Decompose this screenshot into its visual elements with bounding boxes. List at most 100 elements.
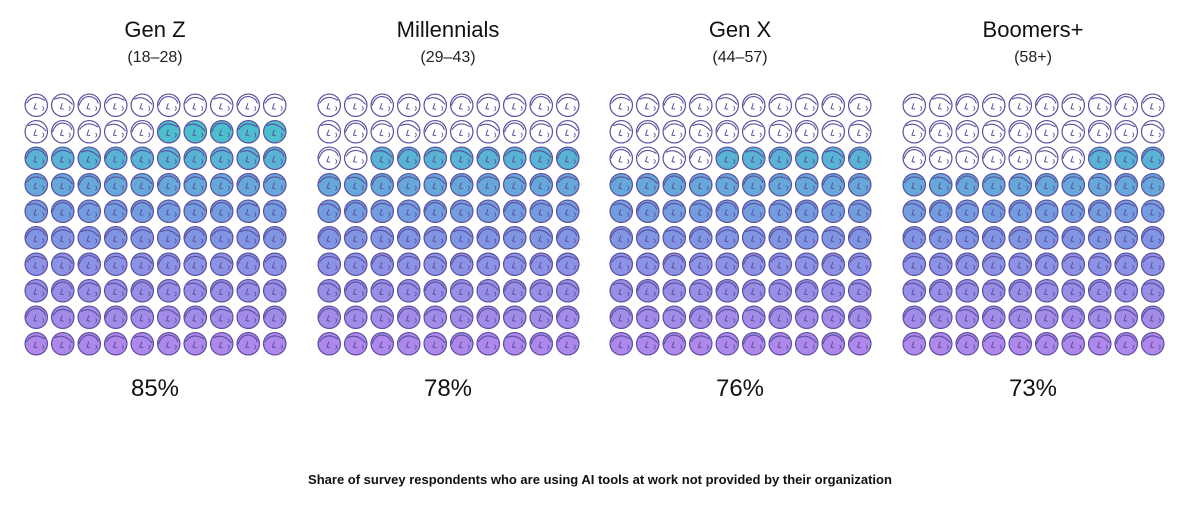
person-icon-empty [661, 93, 686, 118]
person-icon-filled [449, 225, 474, 250]
person-icon-filled [502, 199, 527, 224]
generation-panel: Millennials (29–43) 78% [313, 14, 583, 403]
person-icon-filled [369, 199, 394, 224]
person-icon-filled [928, 225, 953, 250]
person-icon-filled [129, 225, 154, 250]
person-icon-filled [1087, 331, 1112, 356]
person-icon-filled [981, 225, 1006, 250]
person-icon-empty [1087, 93, 1112, 118]
person-icon-filled [235, 305, 260, 330]
person-icon-filled [156, 278, 181, 303]
person-icon-filled [794, 199, 819, 224]
pictogram-grid [901, 93, 1165, 356]
person-icon-filled [369, 305, 394, 330]
person-icon-filled [741, 252, 766, 277]
person-icon-empty [343, 119, 368, 144]
person-icon-filled [23, 172, 48, 197]
person-icon-empty [343, 146, 368, 171]
person-icon-empty [981, 119, 1006, 144]
person-icon-filled [928, 305, 953, 330]
person-icon-filled [528, 146, 553, 171]
person-icon-filled [901, 172, 926, 197]
person-icon-filled [1113, 331, 1138, 356]
person-icon-filled [182, 305, 207, 330]
person-icon-filled [608, 225, 633, 250]
person-icon-filled [316, 172, 341, 197]
person-icon-empty [1007, 93, 1032, 118]
person-icon-filled [422, 225, 447, 250]
person-icon-filled [794, 225, 819, 250]
person-icon-empty [954, 93, 979, 118]
person-icon-empty [475, 119, 500, 144]
person-icon-empty [820, 119, 845, 144]
person-icon-filled [316, 305, 341, 330]
person-icon-filled [1060, 278, 1085, 303]
person-icon-filled [103, 278, 128, 303]
person-icon-filled [1007, 225, 1032, 250]
person-icon-filled [661, 199, 686, 224]
person-icon-filled [714, 172, 739, 197]
person-icon-filled [767, 225, 792, 250]
person-icon-empty [129, 119, 154, 144]
person-icon-filled [901, 252, 926, 277]
person-icon-filled [156, 225, 181, 250]
person-icon-filled [209, 146, 234, 171]
person-icon-filled [156, 119, 181, 144]
person-icon-filled [1007, 172, 1032, 197]
person-icon-filled [901, 199, 926, 224]
person-icon-empty [714, 93, 739, 118]
person-icon-filled [608, 252, 633, 277]
pictogram-grid [316, 93, 580, 356]
person-icon-filled [1060, 172, 1085, 197]
person-icon-filled [767, 278, 792, 303]
person-icon-empty [103, 93, 128, 118]
person-icon-empty [422, 119, 447, 144]
person-icon-empty [661, 146, 686, 171]
person-icon-empty [316, 119, 341, 144]
person-icon-filled [928, 172, 953, 197]
person-icon-filled [820, 278, 845, 303]
category-label: Millennials [396, 17, 500, 42]
person-icon-filled [50, 225, 75, 250]
person-icon-filled [1087, 278, 1112, 303]
person-icon-filled [1140, 305, 1165, 330]
person-icon-filled [50, 146, 75, 171]
person-icon-filled [1087, 172, 1112, 197]
person-icon-filled [182, 278, 207, 303]
person-icon-filled [262, 172, 287, 197]
person-icon-empty [369, 93, 394, 118]
person-icon-filled [820, 305, 845, 330]
person-icon-empty [741, 93, 766, 118]
person-icon-filled [23, 252, 48, 277]
person-icon-filled [502, 146, 527, 171]
person-icon-empty [76, 93, 101, 118]
person-icon-empty [847, 93, 872, 118]
person-icon-empty [820, 93, 845, 118]
person-icon-filled [209, 252, 234, 277]
person-icon-empty [1034, 146, 1059, 171]
person-icon-filled [741, 172, 766, 197]
person-icon-empty [396, 93, 421, 118]
person-icon-filled [1140, 225, 1165, 250]
person-icon-empty [901, 146, 926, 171]
person-icon-empty [50, 93, 75, 118]
person-icon-filled [129, 146, 154, 171]
person-icon-filled [1113, 199, 1138, 224]
person-icon-empty [767, 93, 792, 118]
person-icon-filled [688, 252, 713, 277]
person-icon-filled [688, 225, 713, 250]
person-icon-filled [422, 278, 447, 303]
person-icon-filled [369, 252, 394, 277]
person-icon-filled [555, 252, 580, 277]
age-range-label: (18–28) [127, 49, 183, 66]
person-icon-filled [981, 278, 1006, 303]
person-icon-filled [847, 305, 872, 330]
person-icon-empty [502, 93, 527, 118]
person-icon-filled [741, 146, 766, 171]
category-label: Gen Z [124, 17, 186, 42]
person-icon-empty [1060, 93, 1085, 118]
person-icon-filled [1060, 252, 1085, 277]
person-icon-filled [449, 252, 474, 277]
person-icon-filled [794, 305, 819, 330]
person-icon-empty [928, 93, 953, 118]
